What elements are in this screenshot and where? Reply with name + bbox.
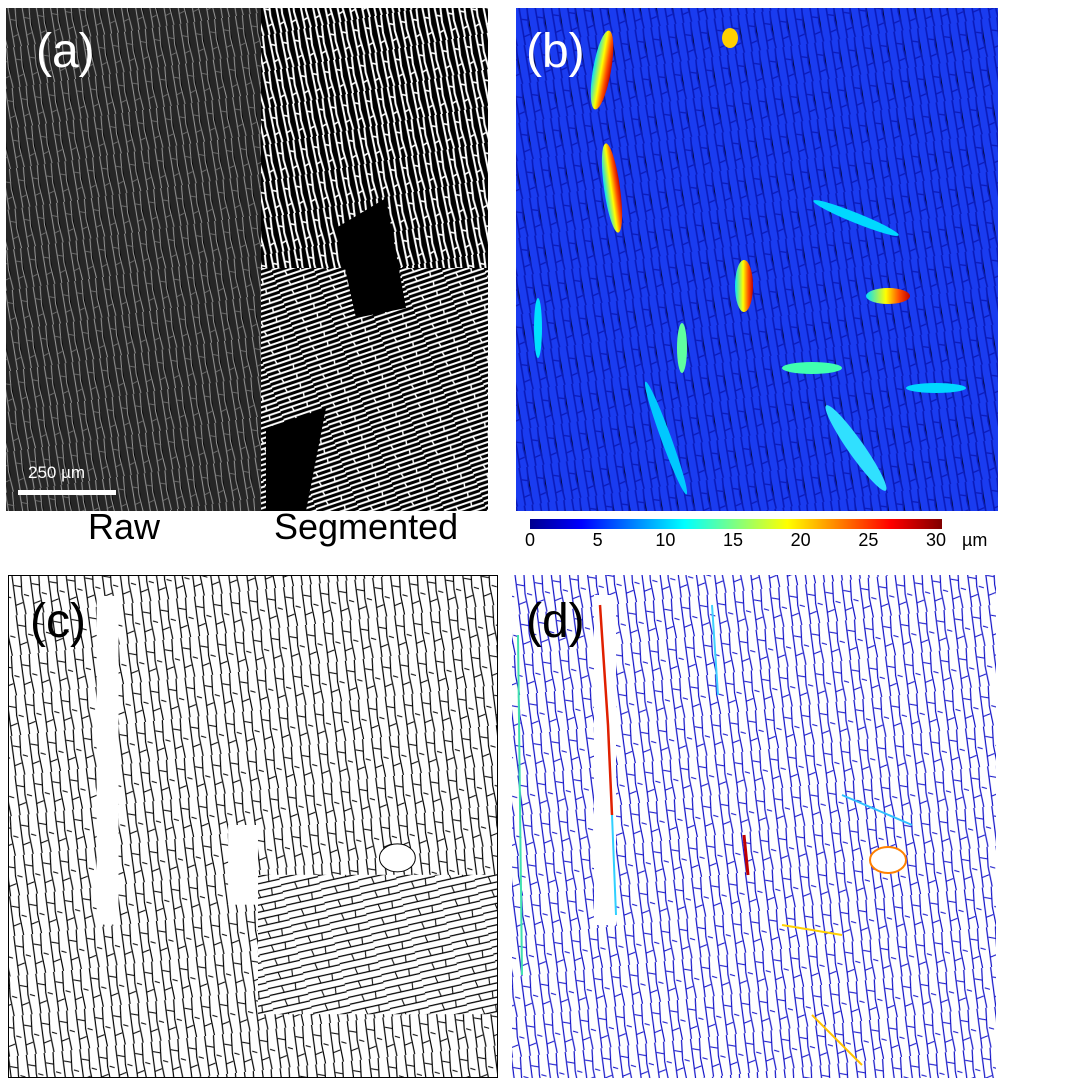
panel-b-svg: [516, 8, 998, 511]
panel-label-b: (b): [526, 25, 585, 78]
panel-label-c: (c): [30, 595, 86, 648]
colorbar-unit: µm: [962, 530, 988, 550]
colorbar: [530, 519, 942, 529]
colorbar-tick-label: 15: [722, 530, 744, 550]
panel-a-svg: [6, 8, 488, 511]
panel-a-image: 250 µm: [6, 8, 488, 511]
panel-label-a: (a): [36, 25, 95, 78]
panel-b-heatmap: [516, 8, 998, 511]
panel-c-svg: [9, 576, 497, 1077]
panel-c-skeleton: [8, 575, 498, 1078]
scale-bar-label: 250 µm: [28, 463, 86, 482]
caption-segmented: Segmented: [274, 506, 459, 547]
heatmap-hot-streaks: [534, 28, 966, 495]
colorbar-tick-label: 10: [655, 530, 676, 550]
colorbar-tick-label: 5: [592, 530, 603, 550]
colorbar-tick-label: 0: [524, 530, 536, 550]
colorbar-tick-label: 30: [925, 530, 947, 550]
colorbar-tick-label: 25: [858, 530, 879, 550]
colorbar-tick-label: 20: [790, 530, 811, 550]
panel-label-d: (d): [526, 595, 585, 648]
scale-bar: [18, 490, 116, 495]
panel-d-svg: [512, 575, 996, 1078]
panel-d-colored-skeleton: [512, 575, 996, 1078]
caption-raw: Raw: [88, 506, 161, 547]
